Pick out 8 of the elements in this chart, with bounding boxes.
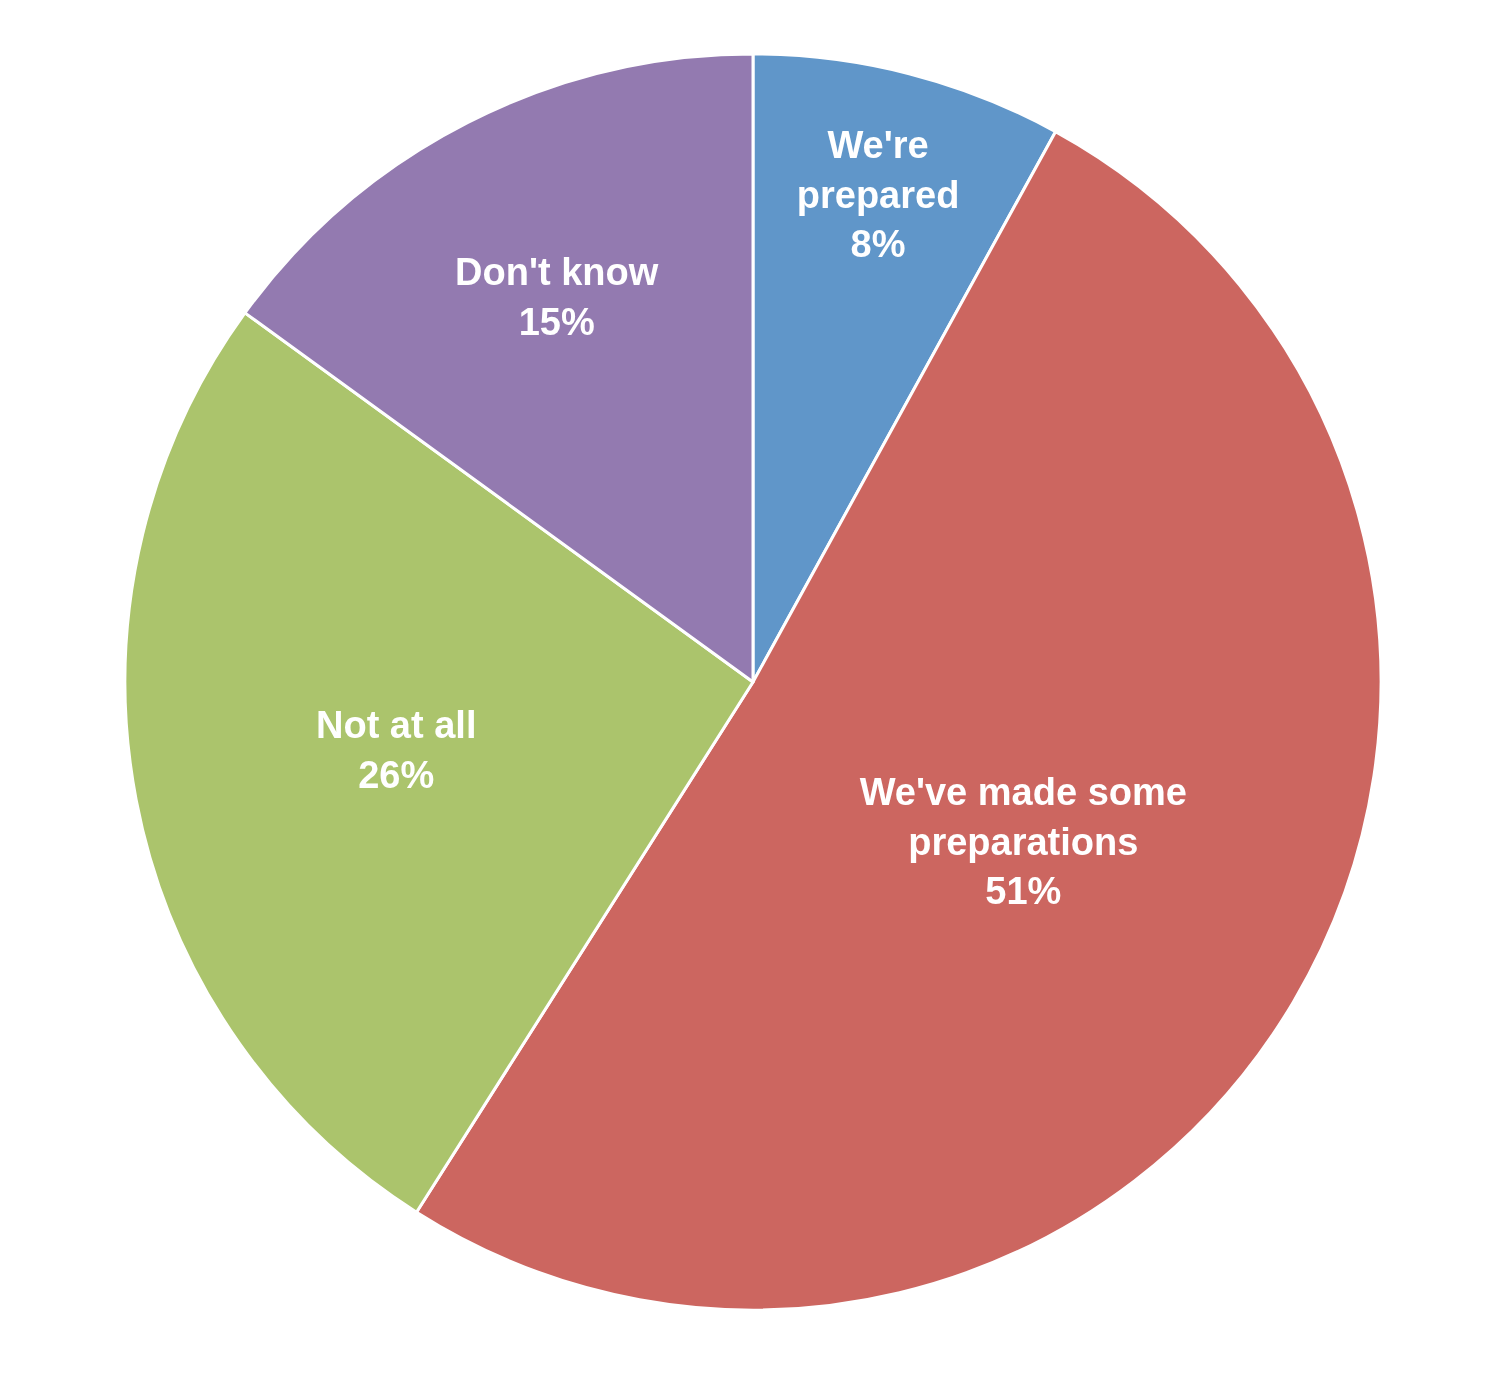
slice-label: We've made some preparations (859, 771, 1187, 863)
data-label: 15% (518, 300, 595, 343)
data-label: 26% (358, 753, 435, 796)
slice-label: Don't know (455, 251, 659, 294)
slice-label: We're prepared (796, 124, 960, 216)
slice-label: Not at all (315, 704, 477, 747)
data-label: 8% (850, 223, 906, 266)
data-label: 51% (985, 870, 1062, 913)
